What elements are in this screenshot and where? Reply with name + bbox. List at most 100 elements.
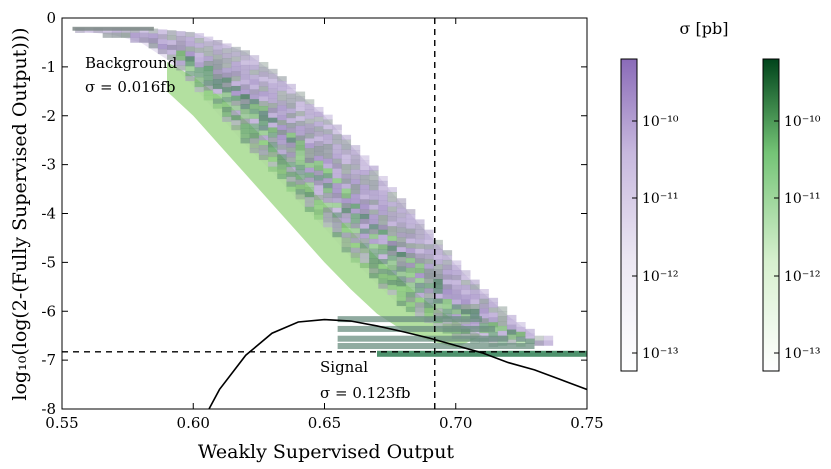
heatmap-cell	[387, 275, 397, 281]
heatmap-cell	[130, 32, 140, 38]
heatmap-cell	[488, 302, 499, 308]
colorbar-tick-label: 10⁻¹²	[784, 269, 820, 285]
heatmap-cell	[506, 319, 517, 325]
heatmap-cell	[396, 261, 407, 267]
heatmap-cell	[405, 301, 416, 308]
heatmap-cell	[332, 183, 342, 189]
heatmap-cell	[185, 46, 195, 52]
heatmap-cell	[396, 286, 407, 292]
heatmap-cell	[194, 82, 205, 88]
heatmap-cell	[405, 228, 416, 234]
heatmap-cell	[332, 227, 342, 233]
heatmap-cell	[350, 193, 361, 200]
heatmap-cell	[415, 234, 425, 240]
heatmap-cell	[396, 232, 407, 238]
heatmap-cell	[369, 194, 379, 201]
heatmap-cell	[442, 284, 453, 290]
heatmap-cell	[268, 137, 278, 143]
heatmap-cell	[424, 254, 434, 260]
heatmap-cell	[369, 185, 379, 191]
heatmap-cell	[387, 289, 397, 295]
heatmap-cell	[240, 94, 250, 100]
heatmap-cell	[314, 190, 324, 196]
heatmap-cell	[396, 247, 407, 253]
heatmap-cell	[277, 81, 287, 87]
heatmap-cell	[341, 203, 352, 209]
heatmap-cell	[497, 316, 508, 322]
heatmap-cell	[405, 277, 416, 283]
heatmap-cell	[369, 219, 379, 225]
heatmap-cell	[240, 138, 250, 144]
heatmap-cell	[387, 211, 397, 217]
heatmap-cell	[332, 178, 342, 184]
heatmap-cell	[433, 239, 443, 246]
heatmap-cell	[415, 292, 425, 298]
heatmap-cell	[378, 190, 388, 196]
heatmap-cell	[231, 85, 241, 92]
heatmap-cell	[525, 338, 535, 344]
heatmap-cell	[240, 133, 250, 139]
heatmap-cell	[341, 134, 352, 140]
y-tick-label: -4	[41, 205, 56, 223]
heatmap-cell	[442, 299, 453, 305]
heatmap-cell	[258, 140, 269, 146]
heatmap-cell	[277, 159, 287, 165]
heatmap-cell	[332, 212, 342, 218]
heatmap-cell	[470, 279, 480, 285]
heatmap-cell	[405, 267, 416, 273]
heatmap-cell	[433, 288, 443, 294]
heatmap-cell	[461, 284, 471, 291]
heatmap-cell	[387, 206, 397, 212]
y-tick-label: -3	[41, 156, 56, 174]
heatmap-cell	[387, 240, 397, 247]
heatmap-cell	[378, 249, 388, 255]
heatmap-cell	[442, 259, 453, 266]
heatmap-cell	[387, 255, 397, 261]
heatmap-cell	[350, 184, 361, 190]
heatmap-cell	[231, 115, 241, 121]
heatmap-cell	[433, 293, 443, 299]
heatmap-cell	[405, 297, 416, 303]
heatmap-cell	[387, 191, 397, 198]
heatmap-cell	[240, 69, 250, 75]
heatmap-cell	[277, 100, 287, 106]
heatmap-cell	[286, 103, 296, 109]
heatmap-cell	[231, 125, 241, 131]
heatmap-cell	[249, 84, 260, 90]
heatmap-cell	[240, 118, 250, 124]
heatmap-cell	[369, 165, 379, 171]
heatmap-cell	[323, 124, 333, 130]
heatmap-cell	[350, 218, 361, 224]
heatmap-cell	[295, 120, 306, 127]
heatmap-cell	[295, 96, 306, 102]
heatmap-cell	[194, 52, 205, 58]
heatmap-cell	[323, 217, 333, 223]
heatmap-cell	[415, 287, 425, 293]
heatmap-cell	[249, 128, 260, 134]
heatmap-cell	[369, 238, 379, 245]
heatmap-cell	[359, 160, 370, 166]
heatmap-cell	[350, 159, 361, 165]
heatmap-cell	[405, 282, 416, 288]
heatmap-cell	[378, 283, 388, 289]
heatmap-cell	[231, 76, 241, 82]
heatmap-cell	[314, 136, 324, 142]
heatmap-cell	[396, 208, 407, 214]
heatmap-cell	[424, 312, 434, 318]
heatmap-cell	[286, 137, 296, 143]
axes: 0.55 0.60 0.65 0.70 0.75 0 -1 -2 -3 -4 -5 -6 -7 -8	[41, 9, 603, 432]
heatmap-cell	[497, 330, 508, 336]
heatmap-cell	[194, 62, 205, 68]
heatmap-cell	[185, 66, 195, 72]
heatmap-cell	[470, 308, 480, 315]
heatmap-cell	[295, 159, 306, 166]
heatmap-cell	[350, 257, 361, 263]
heatmap-cell	[332, 232, 342, 238]
heatmap-cell	[295, 101, 306, 107]
heatmap-cell	[341, 144, 352, 150]
heatmap-cell	[488, 332, 499, 338]
heatmap-cell	[461, 304, 471, 310]
colorbar-tick-label: 10⁻¹¹	[784, 191, 820, 207]
heatmap-cell	[286, 108, 296, 114]
heatmap-cell	[369, 175, 379, 181]
